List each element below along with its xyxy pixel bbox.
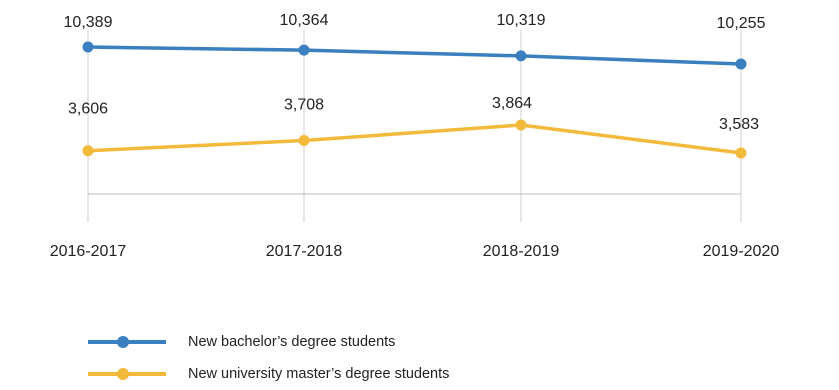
legend-label-bachelor: New bachelor’s degree students — [188, 334, 396, 350]
x-tick-label: 2016-2017 — [50, 243, 127, 260]
x-tick-label: 2018-2019 — [483, 243, 560, 260]
data-point — [515, 50, 527, 62]
data-point — [735, 147, 747, 159]
data-point — [82, 145, 94, 157]
series-line — [87, 45, 742, 66]
line-chart: 2016-2017 2017-2018 2018-2019 2019-2020 10,3… — [50, 12, 780, 260]
data-label: 10,319 — [497, 12, 546, 29]
data-label: 3,864 — [492, 95, 532, 112]
data-label: 10,389 — [64, 14, 113, 31]
data-point — [515, 119, 527, 131]
data-point — [298, 135, 310, 147]
series-line — [87, 123, 742, 155]
data-label: 3,708 — [284, 97, 324, 114]
legend-swatch-dot — [117, 368, 129, 380]
data-point — [735, 58, 747, 70]
legend-label-master: New university master’s degree students — [188, 366, 450, 382]
data-label: 3,583 — [719, 116, 759, 133]
data-label: 10,255 — [717, 15, 766, 32]
legend: New bachelor’s degree students New unive… — [88, 326, 449, 390]
x-tick-label: 2019-2020 — [703, 243, 780, 260]
legend-swatch-dot — [117, 336, 129, 348]
legend-swatch-master — [88, 368, 166, 380]
data-point — [298, 44, 310, 56]
data-label: 3,606 — [68, 101, 108, 118]
data-point — [82, 41, 94, 53]
legend-swatch-bachelor — [88, 336, 166, 348]
data-label: 10,364 — [280, 12, 329, 29]
legend-item-bachelor: New bachelor’s degree students — [88, 326, 449, 358]
legend-item-master: New university master’s degree students — [88, 358, 449, 390]
x-tick-label: 2017-2018 — [266, 243, 343, 260]
